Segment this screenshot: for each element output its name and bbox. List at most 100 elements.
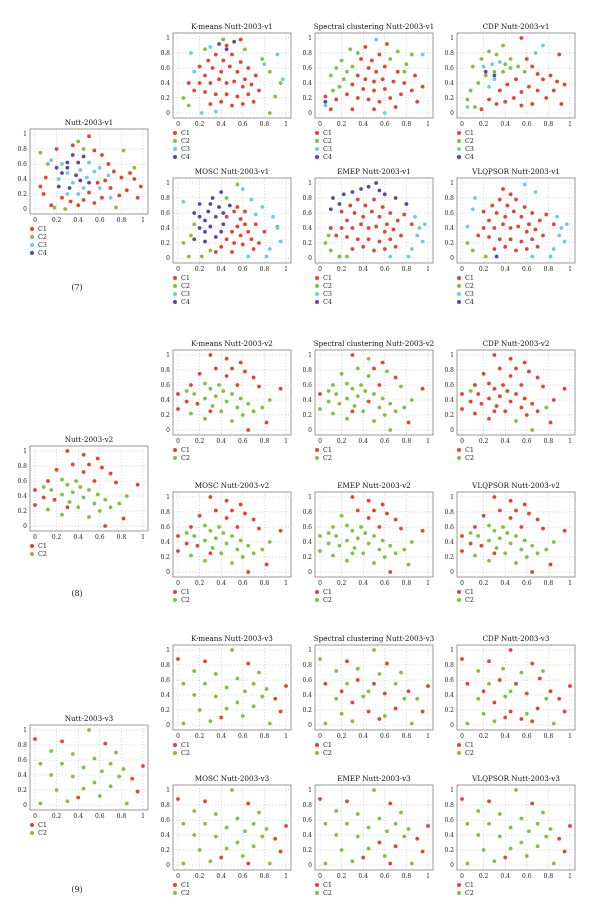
y-tick-label: 0 [308, 862, 312, 869]
data-point-c1 [476, 233, 481, 238]
data-point-c1 [41, 495, 46, 500]
data-point-c1 [409, 222, 414, 227]
data-point-c1 [235, 224, 240, 229]
data-point-c1 [380, 360, 385, 365]
data-point-c2 [345, 538, 349, 543]
data-point-c3 [522, 182, 527, 187]
data-point-c2 [203, 558, 207, 563]
scatter-panel: CDP Nutt-2003-v2 0 0.2 0.4 0.6 0.8 1 0 0.2 0.4 0.6… [444, 339, 576, 462]
data-point-c2 [87, 728, 91, 732]
chart-title: CDP Nutt-2003-v3 [483, 634, 550, 643]
data-point-c1 [197, 513, 202, 518]
data-point-c4 [377, 188, 382, 193]
legend-marker [457, 891, 461, 895]
data-point-c2 [468, 88, 473, 93]
data-point-c3 [78, 168, 83, 172]
data-point-c1 [366, 237, 371, 242]
data-point-c1 [366, 498, 371, 503]
data-point-c1 [345, 92, 349, 97]
data-point-c2 [224, 399, 229, 404]
data-point-c2 [497, 834, 502, 839]
y-tick-label: 0.4 [444, 397, 454, 404]
y-tick-label: 1 [166, 494, 170, 501]
data-point-c1 [65, 505, 70, 510]
x-tick-label: 0.4 [216, 438, 226, 445]
chart-title: K-means Nutt-2003-v2 [191, 339, 273, 348]
x-tick-label: 0 [460, 580, 464, 587]
data-point-c2 [355, 394, 360, 399]
data-point-c1 [377, 239, 382, 244]
legend-label: C2 [323, 282, 332, 290]
chart-title: EMEP Nutt-2003-v3 [337, 774, 411, 783]
y-tick-label: 0.4 [160, 539, 170, 546]
y-tick-label: 1 [308, 494, 312, 501]
data-point-c2 [406, 827, 411, 831]
data-point-c2 [251, 409, 256, 414]
data-point-c4 [219, 190, 224, 194]
data-point-c1 [473, 383, 477, 387]
x-tick-label: 0 [318, 438, 322, 445]
data-point-c1 [537, 218, 542, 223]
data-point-c3 [533, 51, 538, 55]
data-point-c1 [501, 222, 505, 227]
x-tick-label: 0.4 [73, 813, 83, 820]
data-point-c2 [345, 69, 349, 74]
x-tick-label: 0 [176, 266, 180, 273]
data-point-c1 [92, 479, 97, 483]
data-point-c1 [232, 241, 237, 245]
y-tick-label: 1 [166, 35, 170, 42]
chart-title: MOSC Nutt-2003-v1 [195, 167, 269, 176]
data-point-c4 [197, 202, 202, 206]
data-point-c2 [468, 531, 473, 535]
y-tick-label: 0.8 [444, 367, 454, 374]
x-tick-label: 0 [318, 733, 322, 740]
data-point-c1 [426, 824, 430, 828]
x-tick-label: 0.8 [117, 217, 127, 224]
data-point-c2 [100, 769, 104, 774]
data-point-c1 [213, 52, 218, 57]
legend-label: C2 [38, 829, 47, 837]
x-tick-label: 1 [568, 580, 572, 587]
data-point-c4 [56, 184, 61, 189]
data-point-c1 [264, 420, 269, 425]
data-point-c1 [350, 409, 355, 414]
y-tick-label: 0.6 [444, 817, 454, 824]
data-point-c2 [326, 389, 331, 393]
data-point-c4 [331, 196, 335, 200]
y-tick-label: 0.6 [302, 210, 312, 217]
y-tick-label: 0.8 [17, 146, 27, 153]
data-point-c2 [186, 254, 191, 259]
data-point-c2 [339, 711, 344, 716]
legend-marker [457, 456, 461, 460]
data-point-c3 [275, 226, 280, 230]
data-point-c1 [503, 99, 508, 104]
chart-title: Spectral clustering Nutt-2003-v2 [314, 339, 435, 348]
y-tick-label: 0.4 [17, 493, 27, 500]
data-point-c2 [49, 488, 54, 492]
legend-marker [30, 552, 34, 556]
data-point-c3 [564, 222, 569, 227]
data-point-c1 [243, 369, 247, 374]
data-point-c1 [490, 203, 495, 208]
data-point-c1 [76, 203, 81, 208]
data-point-c1 [339, 226, 344, 230]
legend-label: C1 [181, 129, 190, 137]
y-tick-label: 0 [450, 255, 454, 262]
x-tick-label: 0.8 [260, 266, 270, 273]
data-point-c4 [67, 186, 72, 190]
scatter-panel: VLQPSOR Nutt-2003-v3 0 0.2 0.4 0.6 0.8 1 0 0.2 0.… [444, 774, 576, 897]
legend-label: C1 [181, 274, 190, 282]
legend-label: C2 [38, 550, 47, 558]
data-point-c1 [246, 661, 251, 666]
data-point-c1 [240, 102, 245, 106]
y-tick-label: 0.8 [444, 802, 454, 809]
data-point-c2 [395, 49, 400, 54]
data-point-c2 [402, 405, 407, 410]
data-point-c1 [224, 92, 229, 97]
data-point-c3 [280, 77, 285, 82]
data-point-c1 [501, 187, 505, 191]
data-point-c1 [238, 217, 243, 221]
data-point-c1 [537, 676, 542, 681]
data-point-c1 [492, 409, 497, 414]
